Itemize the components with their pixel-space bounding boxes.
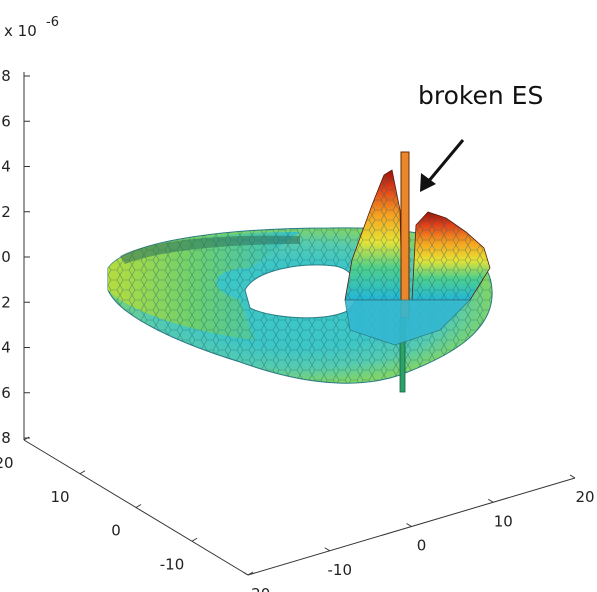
annotation-arrow	[420, 139, 465, 192]
z-tick-label: 6	[1, 384, 11, 402]
x-tick-mark	[569, 474, 576, 479]
x-tick-label: -10	[328, 561, 353, 579]
z-tick-label: 0	[1, 248, 11, 266]
x-tick-mark	[406, 523, 412, 527]
z-tick-label: 4	[1, 339, 11, 357]
ring-rear-edge	[120, 235, 300, 264]
y-tick-mark	[23, 436, 30, 441]
z-tick-label: 4	[1, 158, 11, 176]
x-tick-mark	[487, 498, 494, 503]
y-axis-ticks: 20 10 0 -10 -20	[0, 436, 254, 592]
z-axis-ticks: 8 6 4 2 0 2 4 6 8	[1, 67, 30, 447]
x-tick-mark	[324, 547, 331, 552]
x-tick-label: 20	[575, 488, 594, 506]
x-tick-label: 0	[417, 537, 427, 555]
peak-texture-right	[412, 212, 490, 300]
y-tick-mark	[247, 571, 254, 576]
z-scale-label: x 10	[4, 22, 37, 40]
z-tick-label: 2	[1, 203, 11, 221]
y-tick-label: -10	[160, 555, 185, 573]
peak-base	[344, 299, 471, 346]
broken-es-spike	[400, 151, 410, 319]
x-tick-mark	[242, 571, 249, 576]
x-tick-label: 10	[494, 512, 513, 530]
y-tick-mark	[135, 504, 142, 508]
z-tick-label: 6	[1, 112, 11, 130]
z-tick-label: 8	[1, 429, 11, 447]
y-tick-mark	[191, 537, 198, 542]
z-tick-label: 8	[1, 67, 11, 85]
y-tick-label: 0	[111, 522, 121, 540]
y-tick-label: 20	[0, 454, 14, 472]
x-axis-ticks: -20 -10 0 10 20	[242, 474, 595, 592]
peak-texture-left	[345, 170, 402, 300]
annotation-label: broken ES	[418, 81, 543, 110]
y-tick-label: 10	[50, 488, 69, 506]
surface	[107, 151, 493, 393]
y-tick-mark	[79, 470, 86, 475]
y-tick-label: -20	[216, 589, 241, 592]
z-tick-label: 2	[1, 293, 11, 311]
x-tick-label: -20	[246, 585, 271, 592]
z-scale-exponent: -6	[46, 15, 59, 30]
